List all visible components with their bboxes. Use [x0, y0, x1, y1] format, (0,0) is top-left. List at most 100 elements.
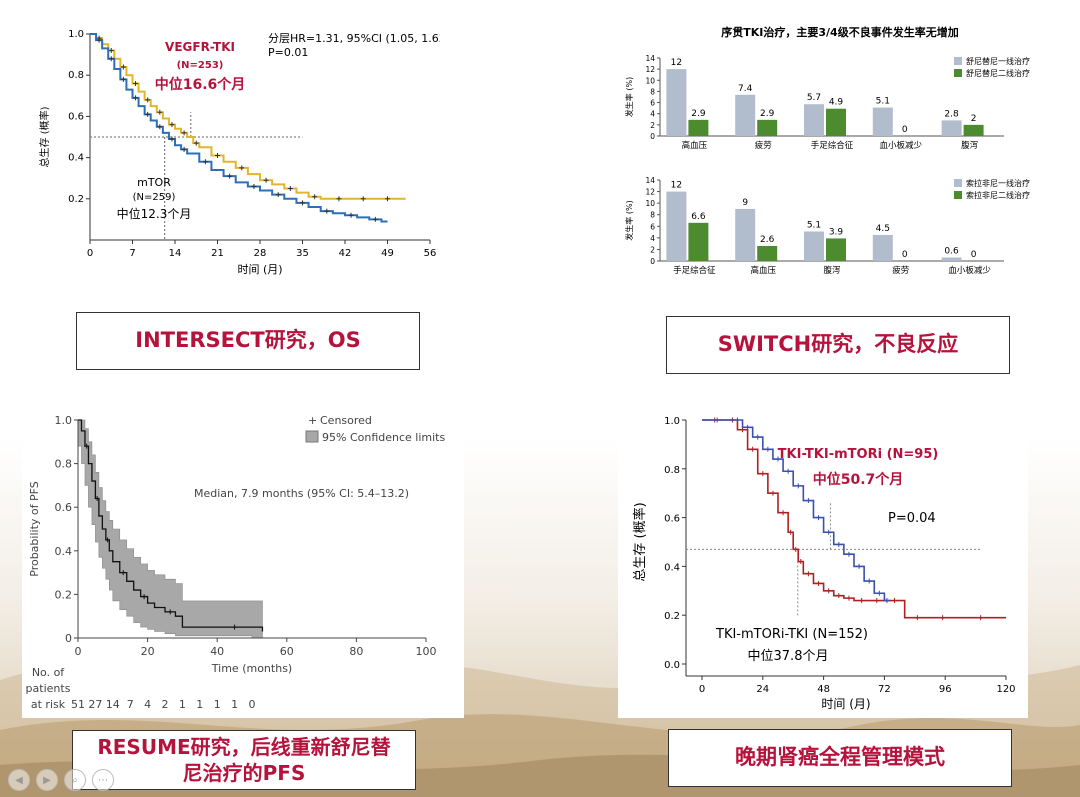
risk-count: 14 — [106, 698, 120, 711]
x-tick-label: 14 — [169, 248, 182, 259]
mtor-censor-mark — [145, 111, 151, 117]
x-tick-label: 21 — [211, 248, 224, 259]
switch-panel: 序贯TKI治疗，主要3/4级不良事件发生率无增加 0 2 4 6 8 10 12 14 发生率 (… — [618, 18, 1060, 284]
sunitinib-legend-label: 舒尼替尼一线治疗 — [966, 56, 1030, 66]
sunitinib-bar-label: 5.7 — [807, 93, 821, 103]
sunitinib-bar-label: 2.9 — [760, 109, 775, 119]
tki-tki-mtori-censor-mark — [775, 456, 781, 462]
mtor-censor-mark — [300, 200, 305, 206]
x-tick-label: 72 — [878, 684, 891, 695]
sunitinib-bar-label: 0 — [902, 125, 908, 135]
resume-caption: RESUME研究，后线重新舒尼替 尼治疗的PFS — [72, 730, 416, 790]
pfs-censor-mark — [94, 495, 100, 501]
next-slide-icon[interactable]: ▶ — [36, 769, 58, 791]
sunitinib-category-label: 疲劳 — [755, 140, 772, 151]
legend-ci-label: 95% Confidence limits — [322, 431, 445, 444]
vegfr-censor-mark — [360, 196, 366, 202]
hr-annotation: 分层HR=1.31, 95%CI (1.05, 1.63) — [268, 32, 440, 45]
y-tick-label: 0.6 — [68, 111, 84, 122]
tki-tki-mtori-censor-mark — [755, 434, 761, 440]
zoom-icon[interactable]: ⌕ — [64, 769, 86, 791]
vegfr-censor-mark — [287, 186, 293, 191]
legend-band-swatch — [305, 430, 319, 443]
vegfr-label: VEGFR-TKI — [165, 40, 235, 54]
mtor-censor-mark — [372, 216, 378, 222]
mtor-censor-mark — [96, 37, 102, 43]
mtor-censor-mark — [157, 124, 163, 130]
x-tick-label: 0 — [699, 684, 705, 695]
sunitinib-legend-label: 舒尼替尼二线治疗 — [966, 68, 1030, 78]
resume-caption-line1: RESUME研究，后线重新舒尼替 — [97, 735, 391, 759]
sunitinib-bar — [735, 94, 756, 136]
vegfr-censor-mark — [263, 177, 269, 183]
x-axis-label: 时间 (月) — [821, 697, 870, 711]
sunitinib-category-label: 腹泻 — [961, 140, 978, 151]
y-tick-label: 1.0 — [55, 414, 73, 427]
x-tick-label: 80 — [349, 645, 363, 658]
y-axis-label: 总生存 (概率) — [38, 106, 51, 167]
switch-caption: SWITCH研究，不良反应 — [666, 316, 1010, 374]
sorafenib-category-label: 高血压 — [750, 265, 776, 276]
tki-mtori-tki-censor-mark — [892, 598, 898, 604]
mtor-censor-mark — [324, 208, 330, 214]
y-tick-label: 0 — [65, 632, 72, 645]
intersect-caption: INTERSECT研究，OS — [76, 312, 420, 370]
sunitinib-y-tick-label: 8 — [650, 87, 655, 96]
sorafenib-bar — [666, 191, 687, 261]
sunitinib-bar — [826, 108, 846, 136]
mtor-censor-mark — [251, 183, 257, 189]
vegfr-censor-mark — [336, 196, 342, 202]
risk-label-1: No. of — [32, 666, 65, 679]
pfs-curve — [78, 419, 264, 632]
sorafenib-bar-label: 0.6 — [944, 247, 959, 257]
y-tick-label: 0.2 — [664, 611, 680, 622]
vegfr-censor-mark — [169, 122, 175, 128]
tki-mtori-tki-censor-mark — [940, 615, 946, 621]
sorafenib-bar-label: 5.1 — [807, 220, 821, 230]
intersect-caption-text: INTERSECT研究，OS — [135, 328, 361, 353]
tki-mtori-tki-censor-mark — [914, 615, 920, 621]
y-tick-label: 0.2 — [68, 194, 84, 205]
x-tick-label: 0 — [87, 248, 93, 259]
risk-label-3: at risk — [31, 698, 66, 711]
vegfr-censor-mark — [215, 153, 220, 159]
mtor-n-label: (N=259) — [133, 192, 176, 203]
management-chart: 0 24 48 72 96 120 0.0 0.2 0.4 0.6 0.8 1.0 时间 (月) 总生存 … — [632, 416, 1016, 711]
switch-title: 序贯TKI治疗，主要3/4级不良事件发生率无增加 — [721, 25, 958, 39]
sorafenib-bar-label: 9 — [742, 198, 748, 208]
mtor-censor-mark — [202, 159, 208, 165]
tki-mtori-tki-censor-mark — [859, 598, 865, 604]
sorafenib-bar-label: 6.6 — [691, 212, 706, 222]
mtor-censor-mark — [133, 95, 139, 101]
tki-tki-mtori-censor-mark — [836, 541, 842, 547]
more-options-icon[interactable]: ⋯ — [92, 769, 114, 791]
sunitinib-bar-label: 2 — [971, 114, 977, 124]
sorafenib-bar — [735, 208, 756, 261]
sorafenib-bar — [826, 238, 846, 261]
risk-count: 1 — [196, 698, 203, 711]
sorafenib-legend-label: 索拉非尼一线治疗 — [966, 178, 1030, 188]
tki-mtori-tki-median-label: 中位37.8个月 — [748, 649, 829, 664]
risk-count: 7 — [127, 698, 134, 711]
sunitinib-y-tick-label: 12 — [645, 65, 655, 74]
prev-slide-icon[interactable]: ◀ — [8, 769, 30, 791]
tki-tki-mtori-censor-mark — [856, 563, 862, 569]
sorafenib-bar-label: 0 — [902, 250, 908, 260]
management-caption: 晚期肾癌全程管理模式 — [668, 729, 1012, 787]
sorafenib-y-axis-label: 发生率 (%) — [624, 200, 634, 240]
tki-mtori-tki-censor-mark — [750, 446, 756, 452]
mtor-label: mTOR — [137, 176, 171, 189]
sorafenib-bar — [941, 257, 962, 261]
sunitinib-category-label: 手足综合征 — [811, 140, 854, 151]
management-caption-text: 晚期肾癌全程管理模式 — [735, 745, 945, 770]
risk-count: 1 — [214, 698, 221, 711]
x-tick-label: 7 — [129, 248, 135, 259]
resume-panel: 0 20 40 60 80 100 0 0.2 0.4 0.6 0.8 1.0 Time (months… — [22, 400, 464, 718]
y-axis-label: 总生存 (概率) — [632, 502, 648, 581]
x-tick-label: 28 — [254, 248, 267, 259]
pfs-censor-mark — [120, 570, 126, 576]
x-tick-label: 120 — [996, 684, 1015, 695]
y-tick-label: 0.2 — [55, 588, 73, 601]
sorafenib-bar-label: 3.9 — [829, 227, 844, 237]
x-tick-label: 20 — [141, 645, 155, 658]
